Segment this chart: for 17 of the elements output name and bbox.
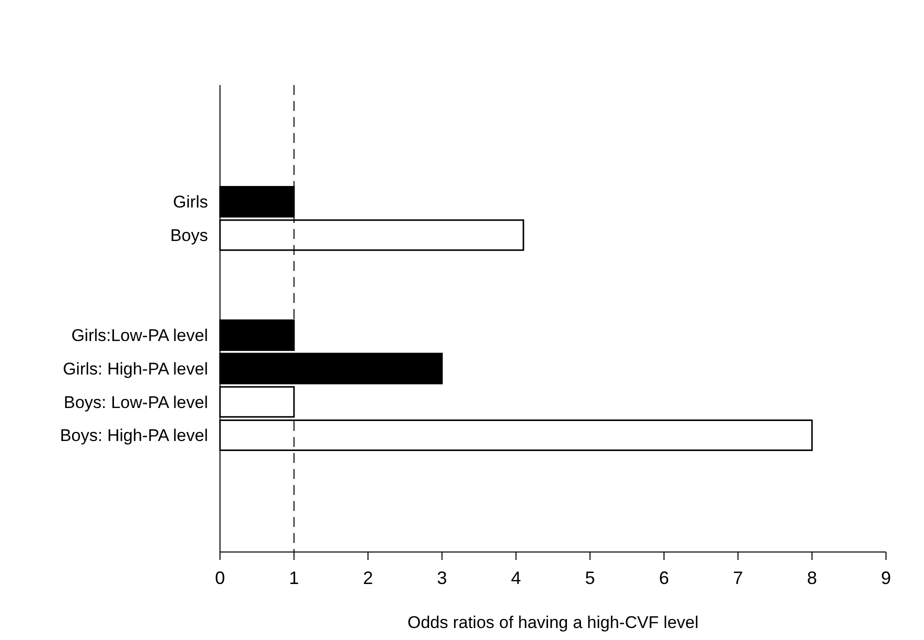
y-tick-label: Boys: High-PA level	[60, 426, 208, 446]
x-tick-label: 2	[362, 568, 374, 588]
x-tick-label: 7	[732, 568, 744, 588]
x-tick-label: 9	[880, 568, 892, 588]
x-tick-label: 5	[584, 568, 596, 588]
x-tick-label: 0	[214, 568, 226, 588]
y-tick-label: Boys	[170, 226, 208, 246]
y-tick-label: Girls:Low-PA level	[71, 326, 208, 346]
x-tick-label: 1	[288, 568, 300, 588]
y-tick-label: Boys: Low-PA level	[64, 392, 208, 412]
x-tick-label: 4	[510, 568, 522, 588]
y-tick-label: Girls	[173, 192, 208, 212]
x-axis-title: Odds ratios of having a high-CVF level	[407, 613, 699, 632]
y-tick-label: Girls: High-PA level	[62, 359, 208, 378]
x-tick-label: 6	[658, 568, 670, 588]
x-tick-label: 3	[436, 568, 448, 588]
x-tick-label: 8	[806, 568, 818, 588]
